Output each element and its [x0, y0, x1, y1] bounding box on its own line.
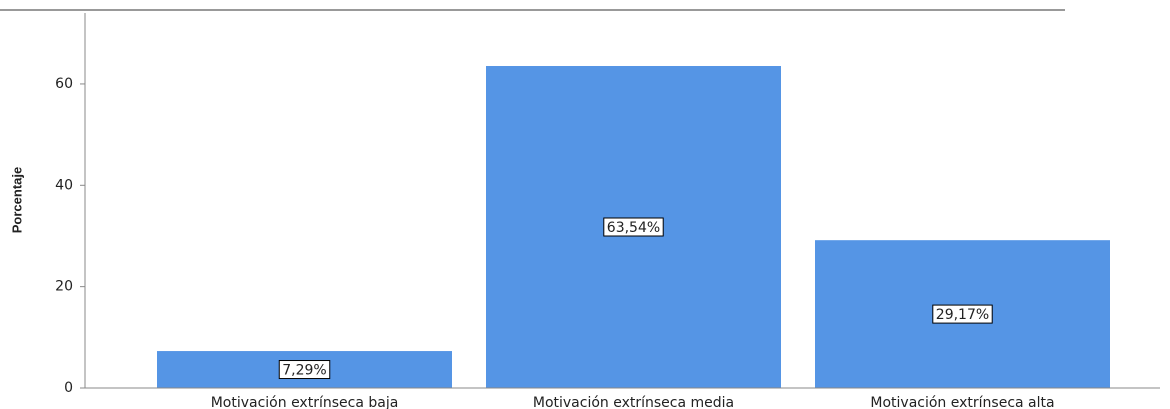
y-tick-label: 20 — [55, 279, 73, 295]
value-label: 29,17% — [936, 307, 989, 323]
value-label: 63,54% — [607, 220, 660, 236]
value-label-box — [603, 217, 664, 237]
value-label-box — [278, 360, 331, 380]
y-tick-label: 40 — [55, 177, 73, 193]
value-label-box — [932, 304, 993, 324]
y-tick-label: 0 — [64, 380, 73, 396]
x-tick-label: Motivación extrínseca media — [533, 395, 734, 409]
y-tick-label: 60 — [55, 76, 73, 92]
value-label: 7,29% — [282, 363, 326, 379]
x-tick-label: Motivación extrínseca baja — [211, 395, 399, 409]
x-tick-label: Motivación extrínseca alta — [870, 395, 1054, 409]
y-axis-label: Porcentaje — [9, 167, 24, 233]
